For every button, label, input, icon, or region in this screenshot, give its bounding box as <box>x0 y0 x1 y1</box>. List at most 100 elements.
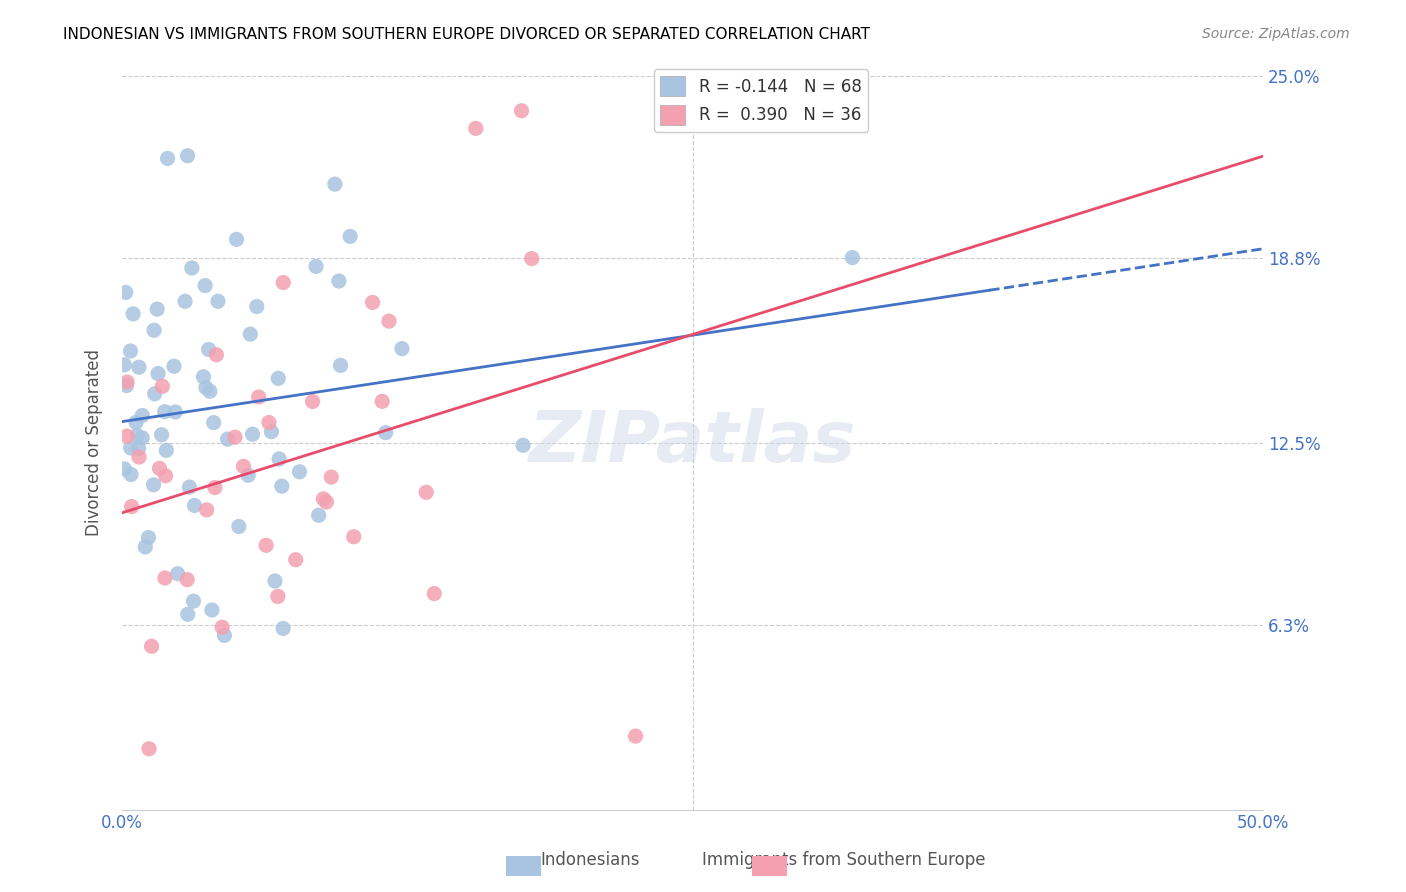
Text: Immigrants from Southern Europe: Immigrants from Southern Europe <box>702 851 986 869</box>
Point <box>114 285 136 300</box>
Point <box>301 394 323 409</box>
Point <box>239 327 262 342</box>
Point <box>128 442 150 456</box>
Point <box>183 594 205 608</box>
Point <box>624 729 647 743</box>
Point <box>143 386 166 401</box>
Point <box>254 538 277 552</box>
Point <box>225 232 247 246</box>
Text: INDONESIAN VS IMMIGRANTS FROM SOUTHERN EUROPE DIVORCED OR SEPARATED CORRELATION : INDONESIAN VS IMMIGRANTS FROM SOUTHERN E… <box>63 27 870 42</box>
Point <box>142 478 165 492</box>
Point <box>198 384 221 399</box>
Point <box>112 358 135 372</box>
Point <box>131 409 153 423</box>
Point <box>153 571 176 585</box>
Point <box>143 323 166 337</box>
Point <box>423 586 446 600</box>
Point <box>841 251 863 265</box>
Point <box>228 519 250 533</box>
Point <box>122 307 145 321</box>
Point <box>120 441 142 455</box>
Point <box>131 431 153 445</box>
Point <box>148 461 170 475</box>
Point <box>257 416 280 430</box>
Point <box>238 468 260 483</box>
Point <box>224 430 246 444</box>
Point <box>120 344 142 359</box>
Legend: R = -0.144   N = 68, R =  0.390   N = 36: R = -0.144 N = 68, R = 0.390 N = 36 <box>654 70 869 131</box>
Point <box>115 375 138 389</box>
Point <box>120 467 142 482</box>
Point <box>121 500 143 514</box>
Point <box>270 479 292 493</box>
Point <box>214 628 236 642</box>
Point <box>193 369 215 384</box>
Point <box>195 503 218 517</box>
Point <box>205 348 228 362</box>
Point <box>156 152 179 166</box>
Point <box>146 302 169 317</box>
Point <box>155 443 177 458</box>
Point <box>312 491 335 506</box>
Point <box>163 359 186 374</box>
Point <box>464 121 486 136</box>
Point <box>194 278 217 293</box>
Point <box>264 574 287 588</box>
Point <box>138 741 160 756</box>
Point <box>246 300 269 314</box>
Point <box>115 429 138 443</box>
Point <box>194 381 217 395</box>
Point <box>288 465 311 479</box>
Point <box>176 149 198 163</box>
Point <box>260 425 283 439</box>
Point <box>323 177 346 191</box>
Point <box>115 378 138 392</box>
Point <box>415 485 437 500</box>
Point <box>247 390 270 404</box>
Point <box>305 260 328 274</box>
Point <box>374 425 396 440</box>
Point <box>112 462 135 476</box>
Point <box>269 452 291 467</box>
Y-axis label: Divorced or Separated: Divorced or Separated <box>86 349 103 536</box>
Point <box>512 438 534 452</box>
Point <box>197 343 219 357</box>
Point <box>153 405 176 419</box>
Point <box>125 428 148 442</box>
Point <box>315 495 337 509</box>
Point <box>125 415 148 429</box>
Point <box>146 367 169 381</box>
Text: Indonesians: Indonesians <box>541 851 640 869</box>
Point <box>180 260 202 275</box>
Point <box>141 640 163 654</box>
Point <box>308 508 330 523</box>
Point <box>174 294 197 309</box>
Point <box>217 432 239 446</box>
Point <box>150 379 173 393</box>
Point <box>321 470 343 484</box>
Point <box>176 573 198 587</box>
Point <box>165 405 187 419</box>
Point <box>329 359 352 373</box>
Point <box>202 416 225 430</box>
Point <box>271 622 294 636</box>
Point <box>378 314 401 328</box>
Point <box>343 530 366 544</box>
Point <box>520 252 543 266</box>
Point <box>328 274 350 288</box>
Point <box>207 294 229 309</box>
Point <box>361 295 384 310</box>
Point <box>232 459 254 474</box>
Point <box>150 427 173 442</box>
Point <box>138 531 160 545</box>
Point <box>510 103 533 118</box>
Point <box>177 607 200 622</box>
Point <box>391 342 413 356</box>
Point <box>134 540 156 554</box>
Point <box>242 427 264 442</box>
Point <box>183 499 205 513</box>
Point <box>179 480 201 494</box>
Point <box>271 276 294 290</box>
Point <box>211 620 233 634</box>
Point <box>284 553 307 567</box>
